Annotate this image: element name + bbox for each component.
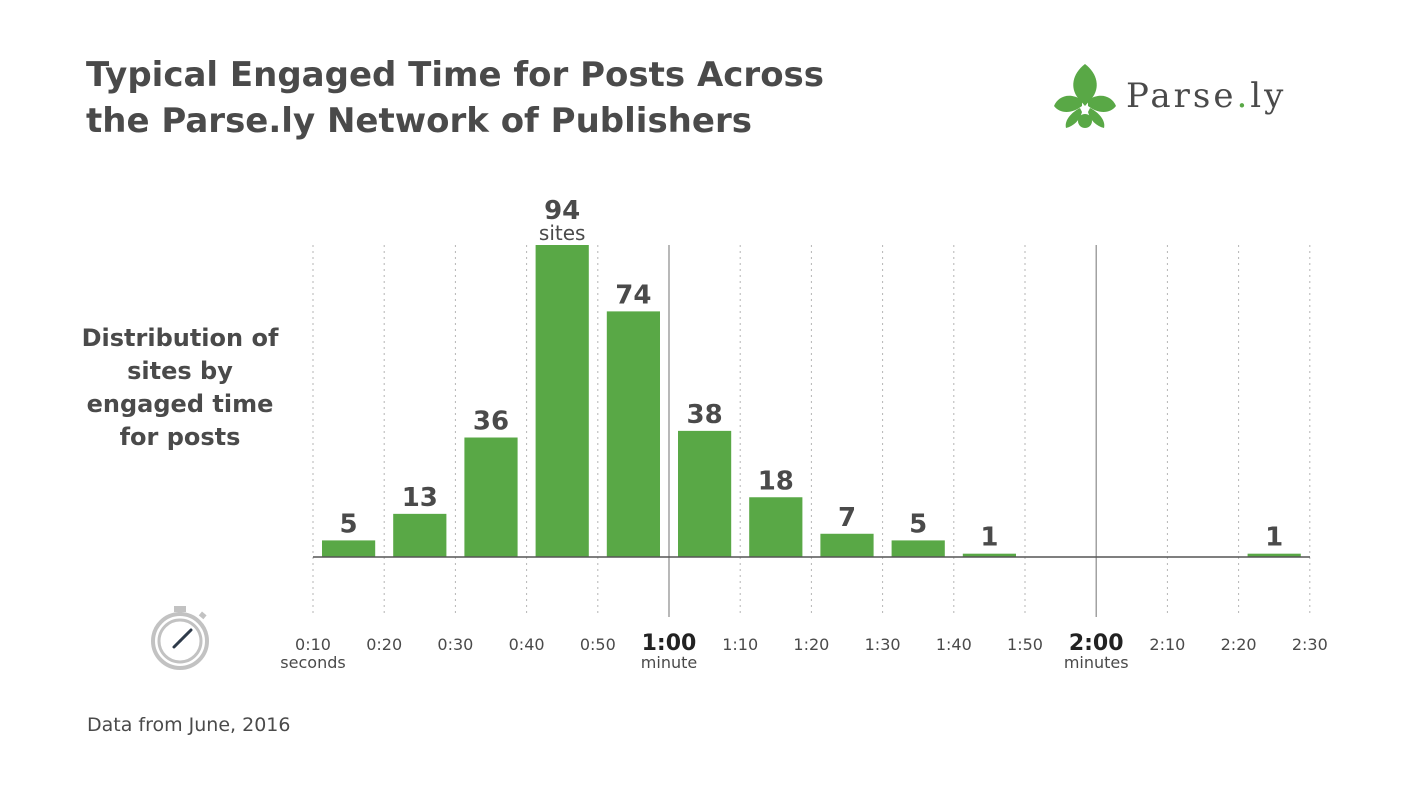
bar [464,437,518,557]
x-tick-label: 0:40 [509,635,545,654]
stopwatch-icon [151,606,209,670]
bar [891,540,945,557]
bar [820,533,874,557]
chart-title: Typical Engaged Time for Posts Across th… [86,55,825,141]
x-tick-label: 1:30 [865,635,901,654]
source-note: Data from June, 2016 [87,714,291,736]
bar-unit-label: sites [539,221,586,245]
leaf-logo-icon [1054,64,1116,128]
x-tick-label: 1:00 [642,631,697,656]
bar [535,245,589,557]
bar-value-label: 18 [758,466,794,496]
bar-value-label: 36 [473,407,509,437]
bar [1247,553,1301,557]
bar [606,311,660,557]
x-tick-label: 2:30 [1292,635,1328,654]
x-tick-label: 1:20 [793,635,829,654]
chart-side-label: Distribution of sites by engaged time fo… [81,324,279,451]
bar-value-label: 1 [980,523,998,553]
x-tick-label: 0:10 [295,635,331,654]
bar [678,430,732,557]
x-tick-sublabel: minute [641,653,697,672]
x-tick-label: 2:20 [1221,635,1257,654]
x-tick-sublabel: minutes [1064,653,1129,672]
x-tick-sublabel: seconds [280,653,345,672]
grid-lines [312,245,1311,617]
bar-value-label: 13 [402,483,438,513]
x-tick-label: 1:40 [936,635,972,654]
x-tick-label: 0:50 [580,635,616,654]
bar-value-label: 7 [838,503,856,533]
bar-value-label: 38 [687,400,723,430]
x-tick-label: 1:10 [722,635,758,654]
bar [749,497,803,557]
x-tick-label: 1:50 [1007,635,1043,654]
bar [322,540,376,557]
brand-name: Parse.ly [1126,76,1287,116]
bar-value-label: 5 [340,509,358,539]
bar-value-label: 1 [1265,523,1283,553]
bar [393,513,447,557]
x-tick-label: 2:10 [1149,635,1185,654]
x-tick-label: 0:30 [437,635,473,654]
brand: Parse.ly [1052,62,1352,132]
x-tick-label: 0:20 [366,635,402,654]
bar [962,553,1016,557]
bar-value-label: 94 [544,196,580,226]
bar-value-label: 74 [615,280,651,310]
x-tick-label: 2:00 [1069,631,1124,656]
bars [322,245,1301,557]
bar-value-label: 5 [909,509,927,539]
